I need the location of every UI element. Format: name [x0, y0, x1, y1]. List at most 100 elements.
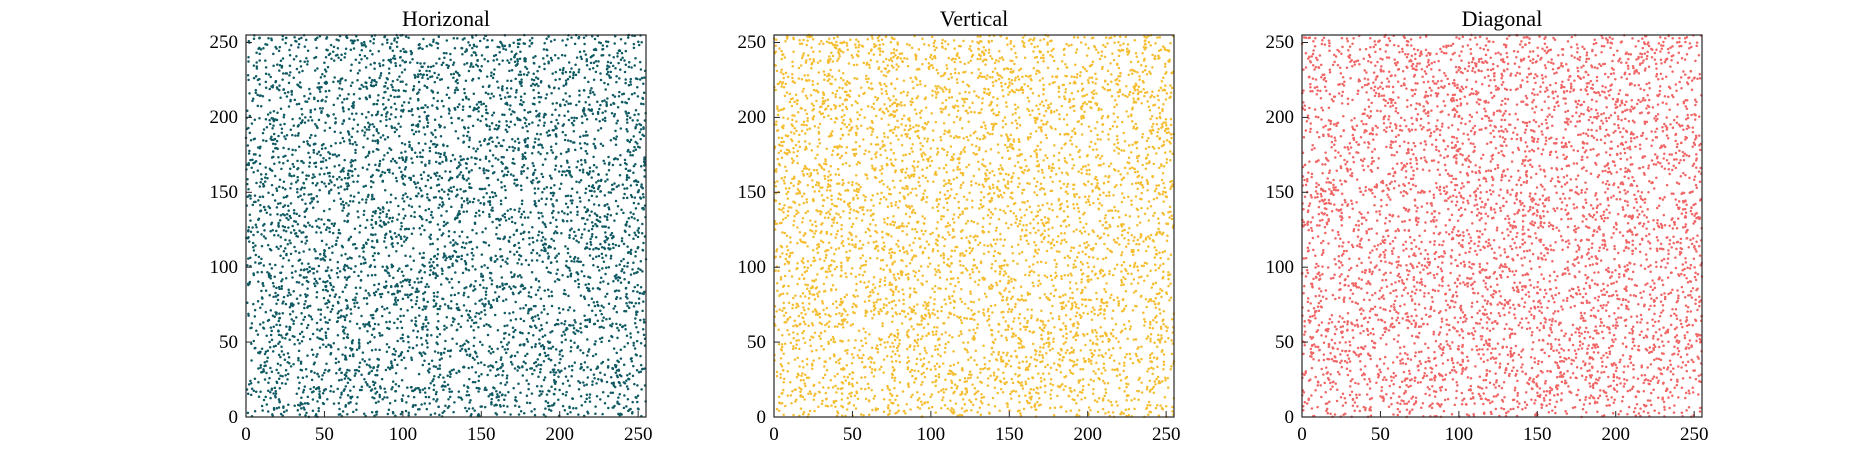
- scatter-point: [519, 307, 522, 310]
- scatter-point: [313, 175, 316, 179]
- scatter-point: [314, 219, 318, 222]
- scatter-point: [338, 368, 341, 372]
- scatter-point: [501, 88, 504, 92]
- scatter-point: [606, 67, 609, 70]
- scatter-point: [520, 283, 524, 286]
- scatter-point: [324, 368, 327, 372]
- scatter-point: [273, 234, 276, 237]
- scatter-point: [614, 67, 617, 70]
- scatter-point: [371, 380, 375, 384]
- scatter-point: [247, 283, 250, 287]
- scatter-point: [471, 257, 474, 261]
- scatter-point: [380, 314, 384, 318]
- scatter-point: [461, 174, 465, 177]
- scatter-point: [472, 321, 476, 325]
- scatter-point: [629, 211, 632, 214]
- scatter-point: [334, 243, 338, 246]
- scatter-point: [419, 73, 422, 76]
- scatter-point: [618, 263, 621, 266]
- scatter-point: [516, 38, 520, 42]
- scatter-point: [491, 76, 495, 80]
- scatter-point: [632, 164, 636, 168]
- scatter-point: [306, 287, 309, 290]
- scatter-point: [247, 383, 251, 386]
- scatter-point: [472, 147, 475, 150]
- scatter-point: [635, 396, 638, 400]
- scatter-point: [583, 314, 586, 318]
- scatter-point: [543, 187, 546, 191]
- scatter-point: [480, 373, 483, 376]
- scatter-point: [295, 102, 299, 106]
- scatter-point: [393, 159, 397, 163]
- scatter-point: [571, 76, 575, 80]
- scatter-point: [577, 282, 581, 286]
- scatter-point: [344, 374, 348, 377]
- scatter-point: [440, 234, 444, 237]
- scatter-point: [588, 247, 591, 251]
- scatter-point: [495, 232, 498, 236]
- scatter-point: [535, 259, 539, 262]
- scatter-point: [625, 178, 629, 181]
- scatter-point: [623, 277, 626, 281]
- scatter-point: [513, 354, 517, 358]
- scatter-point: [562, 330, 565, 334]
- scatter-point: [365, 81, 368, 85]
- scatter-point: [474, 53, 478, 57]
- scatter-point: [607, 169, 611, 172]
- scatter-point: [289, 241, 292, 245]
- scatter-point: [620, 413, 623, 416]
- scatter-point: [561, 354, 564, 358]
- scatter-point: [314, 161, 318, 165]
- scatter-point: [630, 301, 634, 305]
- scatter-point: [474, 211, 478, 215]
- scatter-point: [383, 240, 386, 243]
- scatter-point: [548, 390, 551, 393]
- scatter-point: [251, 97, 255, 101]
- scatter-point: [317, 409, 320, 413]
- scatter-point: [506, 170, 510, 173]
- scatter-point: [378, 395, 382, 399]
- scatter-point: [567, 61, 571, 64]
- scatter-point: [531, 236, 534, 240]
- scatter-point: [534, 278, 538, 281]
- scatter-point: [594, 412, 597, 416]
- scatter-point: [296, 376, 300, 379]
- scatter-point: [288, 74, 291, 77]
- scatter-point: [592, 248, 595, 251]
- scatter-point: [437, 35, 441, 38]
- scatter-point: [506, 91, 509, 95]
- scatter-point: [436, 247, 440, 251]
- scatter-point: [445, 39, 449, 42]
- scatter-point: [324, 158, 328, 162]
- scatter-point: [411, 161, 414, 164]
- scatter-point: [306, 63, 309, 66]
- scatter-point: [296, 125, 300, 128]
- scatter-point: [537, 317, 541, 320]
- scatter-point: [448, 280, 451, 284]
- scatter-point: [471, 36, 474, 39]
- scatter-point: [443, 347, 447, 350]
- scatter-point: [480, 272, 483, 276]
- scatter-point: [424, 395, 428, 399]
- scatter-point: [300, 396, 303, 400]
- scatter-point: [568, 233, 571, 237]
- scatter-point: [516, 369, 519, 372]
- scatter-point: [470, 318, 474, 322]
- scatter-point: [407, 411, 411, 414]
- scatter-point: [477, 379, 480, 383]
- scatter-point: [499, 40, 502, 44]
- scatter-point: [418, 119, 421, 123]
- scatter-point: [379, 74, 382, 77]
- scatter-point: [269, 333, 273, 337]
- scatter-point: [462, 384, 466, 387]
- scatter-point: [412, 132, 416, 136]
- scatter-point: [637, 202, 640, 206]
- scatter-point: [365, 302, 369, 306]
- scatter-point: [311, 176, 314, 180]
- scatter-point: [340, 202, 343, 206]
- scatter-point: [281, 57, 285, 60]
- scatter-point: [627, 65, 631, 69]
- scatter-point: [502, 47, 505, 51]
- scatter-point: [611, 391, 615, 395]
